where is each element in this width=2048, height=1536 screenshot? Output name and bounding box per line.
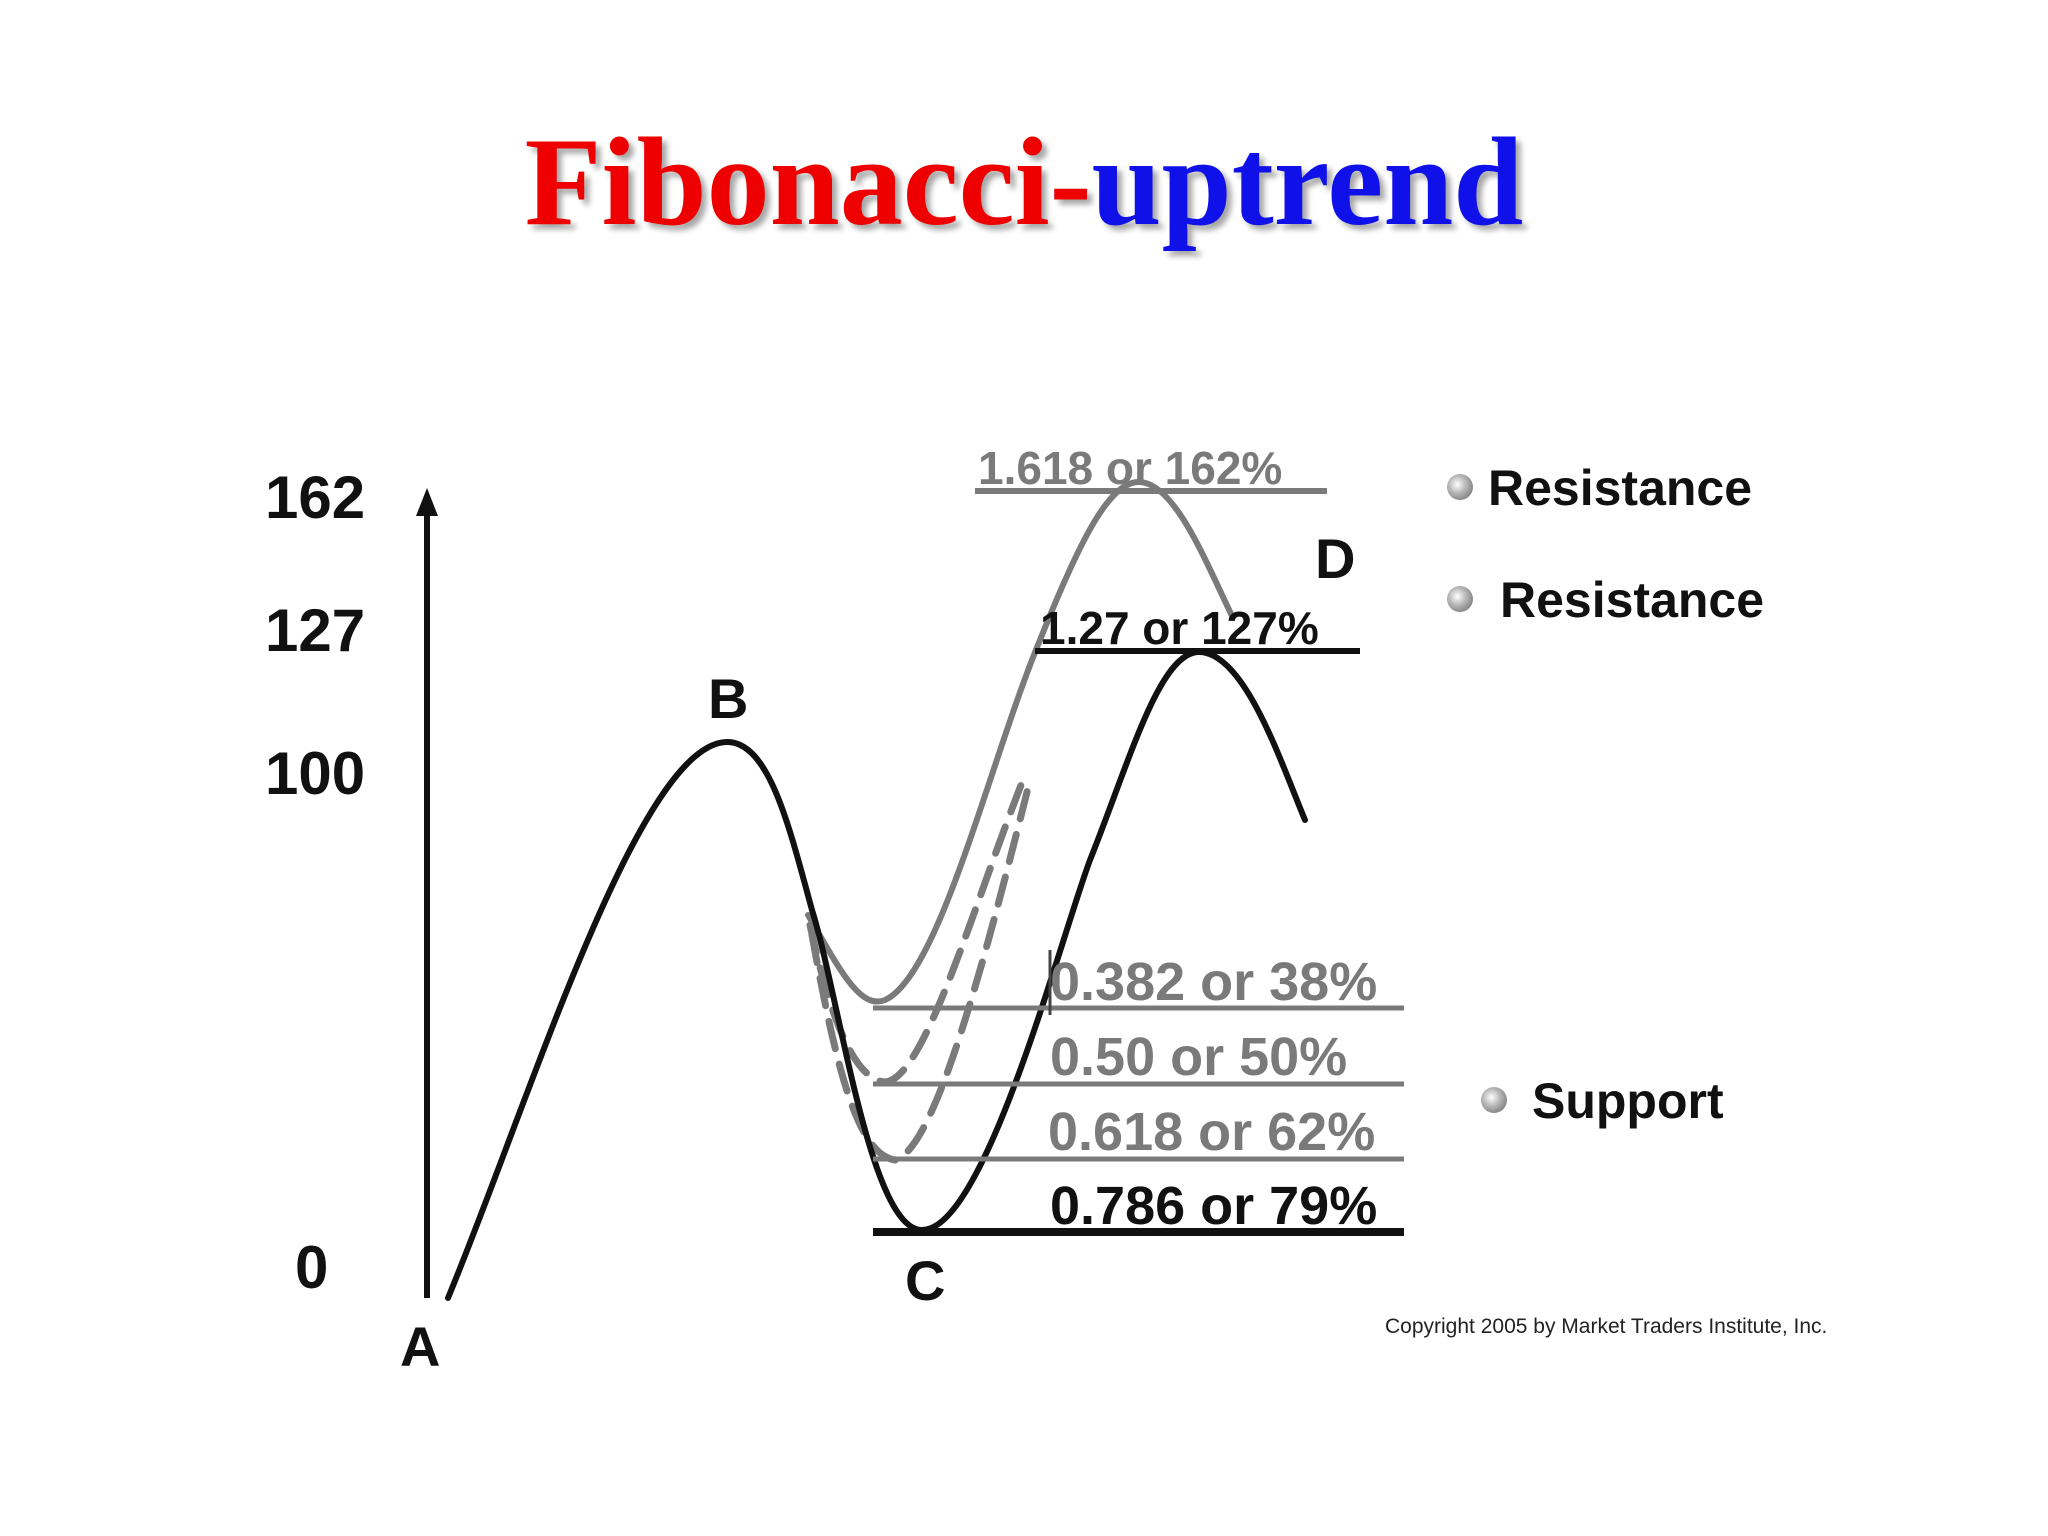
level-label-50: 0.50 or 50%: [1050, 1027, 1347, 1087]
legend-support: Support: [1532, 1073, 1724, 1129]
axis-label-100: 100: [265, 740, 365, 807]
level-label-162: 1.618 or 162%: [978, 442, 1282, 494]
legend-resistance-127: Resistance: [1500, 572, 1764, 628]
level-label-127: 1.27 or 127%: [1040, 602, 1319, 654]
title-part-fibonacci: Fibonacci-: [524, 113, 1092, 252]
legend-bullet-icon: [1447, 586, 1473, 612]
point-label-d: D: [1315, 527, 1355, 590]
title-part-uptrend: uptrend: [1091, 113, 1524, 252]
axis-arrow-icon: [416, 488, 438, 516]
dashed-path-62: [808, 776, 1034, 1164]
level-label-62: 0.618 or 62%: [1048, 1102, 1375, 1162]
legend-bullet-icon: [1447, 474, 1473, 500]
level-label-79: 0.786 or 79%: [1050, 1176, 1377, 1236]
page-title: Fibonacci-uptrend: [0, 120, 2048, 246]
point-label-c: C: [905, 1249, 945, 1312]
level-label-38: 0.382 or 38%: [1050, 952, 1377, 1012]
point-label-b: B: [708, 667, 748, 730]
axis-label-162: 162: [265, 464, 365, 531]
legend-resistance-162: Resistance: [1488, 460, 1752, 516]
extension-path-162: [805, 479, 1235, 1005]
legend-bullet-icon: [1481, 1087, 1507, 1113]
axis-label-127: 127: [265, 597, 365, 664]
axis-label-0: 0: [295, 1234, 328, 1301]
price-path-main: [445, 648, 1308, 1301]
point-label-a: A: [400, 1315, 440, 1378]
copyright-notice: Copyright 2005 by Market Traders Institu…: [1385, 1315, 1827, 1338]
